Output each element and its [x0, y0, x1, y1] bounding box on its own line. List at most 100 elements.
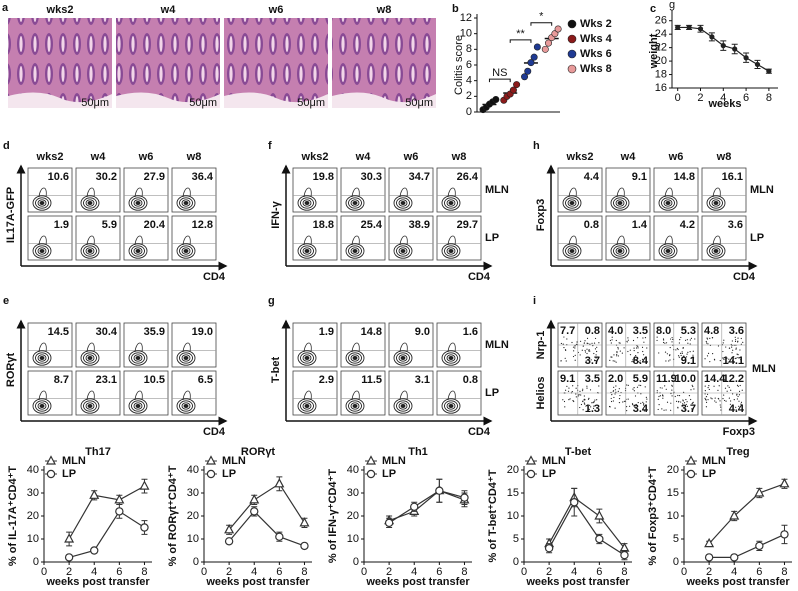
column-label: wks2 [566, 151, 594, 163]
event-dot [692, 361, 694, 363]
event-dot [709, 337, 711, 339]
contour-tail [86, 235, 95, 246]
event-dot [683, 402, 686, 404]
gate-percent: 11.5 [361, 374, 382, 386]
event-dot [643, 403, 645, 405]
event-dot [670, 409, 672, 411]
row-label: MLN [485, 184, 509, 196]
event-dot [690, 337, 693, 339]
event-dot [726, 390, 728, 392]
event-dot [634, 406, 636, 409]
y-tick-label: 40 [187, 464, 199, 476]
contour [80, 398, 100, 414]
event-dot [735, 348, 737, 350]
event-dot [579, 354, 581, 356]
y-tick-label: 0 [466, 106, 472, 118]
event-dot [682, 403, 684, 405]
contour [128, 350, 148, 366]
x-tick-label: 0 [675, 92, 681, 104]
event-dot [723, 399, 726, 402]
contour-tail [38, 187, 47, 198]
event-dot [640, 402, 642, 405]
event-dot [575, 387, 577, 389]
event-dot [589, 343, 591, 345]
contour-tail [303, 187, 312, 198]
contour [304, 355, 310, 361]
quadrant-percent: 4.0 [608, 325, 623, 337]
event-dot [617, 390, 619, 392]
event-dot [684, 359, 686, 361]
event-dot [734, 340, 737, 343]
flow-plot [388, 215, 434, 261]
contour [131, 352, 145, 364]
contour [663, 247, 673, 255]
quadrant-percent: 14.4 [704, 373, 726, 385]
contour [400, 403, 406, 409]
event-dot [583, 395, 585, 397]
event-dot [580, 394, 582, 396]
event-dot [740, 359, 742, 361]
event-dot [632, 359, 634, 361]
contour-tail [303, 342, 312, 353]
chart-title: Treg [726, 446, 749, 458]
marker [299, 517, 310, 527]
contour [400, 355, 406, 361]
event-dot [590, 406, 592, 408]
y-axis-label: % of RORγt⁺CD4⁺T [167, 465, 179, 566]
event-dot [706, 338, 709, 340]
event-dot [714, 397, 716, 399]
row-label: LP [485, 232, 499, 244]
event-dot [668, 360, 670, 362]
legend-label: MLN [382, 455, 406, 467]
marker [274, 478, 285, 488]
event-dot [596, 346, 598, 348]
flow-plot [171, 322, 217, 368]
contour [446, 247, 456, 255]
event-dot [669, 346, 671, 349]
point [533, 43, 541, 51]
flow-plot [436, 370, 482, 416]
legend-label: Wks 6 [580, 48, 612, 60]
event-dot [631, 360, 633, 363]
event-dot [713, 385, 715, 387]
contour [85, 247, 95, 255]
contour [181, 247, 191, 255]
event-dot [565, 389, 567, 391]
event-dot [636, 386, 639, 388]
y-tick-label: 30 [187, 487, 199, 499]
series-line [388, 490, 465, 522]
event-dot [646, 398, 648, 400]
contour [448, 200, 454, 206]
event-dot [634, 395, 637, 397]
gate-percent: 30.2 [96, 171, 117, 183]
event-dot [671, 336, 673, 339]
legend-label: Wks 4 [580, 33, 613, 45]
event-dot [689, 339, 691, 341]
contour [32, 195, 52, 211]
legend-marker [567, 19, 577, 29]
event-dot [691, 408, 693, 410]
contour [297, 350, 317, 366]
event-dot [641, 346, 644, 348]
event-dot [686, 405, 689, 407]
event-dot [739, 384, 741, 387]
y-tick-label: 15 [507, 487, 519, 499]
x-axis-label: CD4 [468, 271, 491, 283]
flow-plot [388, 322, 434, 368]
significance-label: ** [516, 28, 525, 40]
event-dot [684, 408, 686, 410]
event-dot [610, 342, 612, 344]
event-dot [712, 353, 714, 355]
panel-letter: e [3, 295, 9, 307]
event-dot [677, 406, 679, 408]
y-tick-label: 30 [347, 487, 359, 499]
event-dot [615, 339, 617, 342]
x-tick-label: 4 [571, 566, 577, 578]
event-dot [704, 390, 706, 392]
flow-plot [701, 215, 747, 261]
quadrant-percent: 9.1 [681, 355, 696, 367]
event-dot [723, 394, 725, 396]
event-dot [560, 342, 562, 345]
event-dot [722, 398, 724, 400]
event-dot [586, 342, 588, 344]
